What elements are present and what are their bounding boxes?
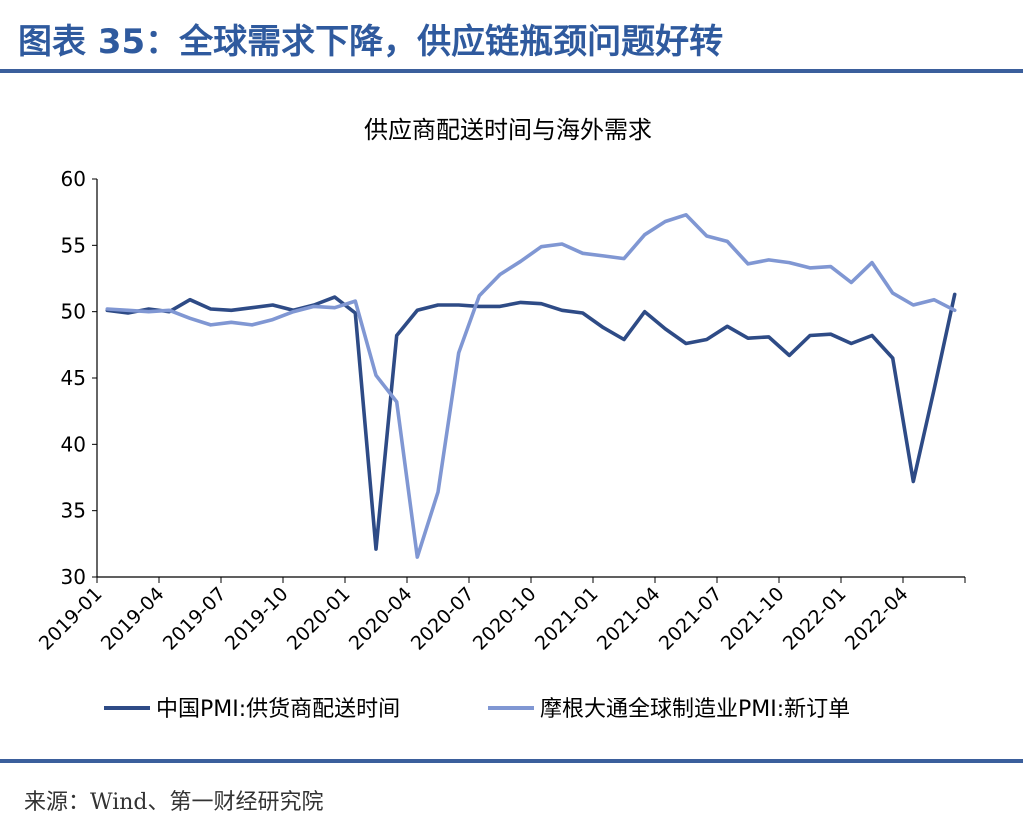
source-note: 来源：Wind、第一财经研究院 — [24, 790, 324, 815]
x-tick-label: 2022-04 — [841, 583, 913, 655]
y-tick-label: 30 — [61, 565, 86, 589]
legend: 中国PMI:供货商配送时间 摩根大通全球制造业PMI:新订单 — [104, 697, 850, 722]
y-tick-label: 40 — [61, 432, 86, 456]
legend-label: 中国PMI:供货商配送时间 — [156, 697, 400, 722]
top-divider — [0, 69, 1023, 73]
y-tick-label: 45 — [61, 366, 86, 390]
series-layer — [105, 213, 957, 559]
y-tick-label: 50 — [61, 300, 86, 324]
bottom-divider — [0, 759, 1023, 763]
axes: 30 35 40 45 50 55 60 2019-012019-042019-072019-… — [35, 167, 966, 655]
x-tick-label: 2019-04 — [97, 583, 169, 655]
legend-label: 摩根大通全球制造业PMI:新订单 — [540, 697, 850, 722]
x-tick-label: 2020-10 — [469, 583, 541, 655]
x-tick-label: 2020-07 — [407, 583, 479, 655]
x-tick-label: 2021-10 — [717, 583, 789, 655]
y-tick-label: 55 — [61, 233, 86, 257]
x-tick-label: 2019-10 — [221, 583, 293, 655]
x-tick-label: 2021-04 — [593, 583, 665, 655]
page-title: 图表 35：全球需求下降，供应链瓶颈问题好转 — [18, 22, 724, 62]
x-tick-label: 2019-07 — [159, 583, 231, 655]
x-tick-label: 2020-04 — [345, 583, 417, 655]
y-tick-label: 60 — [61, 167, 86, 191]
series-line-china-supplier-delivery — [105, 292, 957, 551]
x-tick-label: 2019-01 — [35, 583, 107, 655]
chart-title: 供应商配送时间与海外需求 — [364, 116, 652, 144]
series-line-jpm-new-orders — [105, 213, 957, 559]
y-tick-label: 35 — [61, 499, 86, 523]
x-tick-label: 2021-01 — [531, 583, 603, 655]
x-tick-label: 2020-01 — [283, 583, 355, 655]
x-tick-label: 2022-01 — [779, 583, 851, 655]
x-tick-label: 2021-07 — [655, 583, 727, 655]
